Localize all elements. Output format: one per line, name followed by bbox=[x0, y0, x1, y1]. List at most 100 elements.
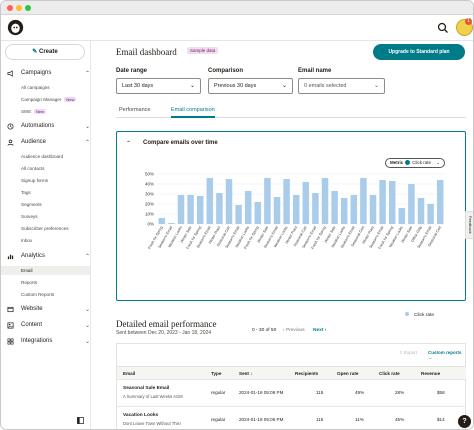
bar bbox=[417, 198, 425, 224]
export-label: Export bbox=[404, 350, 418, 355]
analytics-icon bbox=[7, 254, 14, 260]
sidebar-item-all-campaigns[interactable]: All campaigns bbox=[21, 85, 50, 90]
bar bbox=[436, 180, 444, 224]
export-button[interactable]: ⇪ Export bbox=[399, 350, 418, 355]
upgrade-button[interactable]: Upgrade to Standard plan bbox=[373, 44, 465, 60]
column-header-type[interactable]: Type bbox=[211, 371, 222, 376]
bar bbox=[350, 195, 358, 224]
date-range-value: Last 30 days bbox=[122, 83, 154, 89]
sidebar-item-campaign-manager[interactable]: Campaign Manager New bbox=[21, 97, 77, 102]
feedback-tab[interactable]: Feedback bbox=[465, 211, 473, 239]
column-header-open-rate[interactable]: Open rate bbox=[337, 371, 359, 376]
metric-select[interactable]: Metric Click rate ⌄ bbox=[385, 158, 445, 168]
column-header-revenue[interactable]: Revenue bbox=[421, 371, 441, 376]
next-page-button[interactable]: Next › bbox=[313, 328, 327, 333]
date-range-label: Date range bbox=[116, 68, 148, 74]
bar bbox=[158, 218, 166, 224]
email-type: regular bbox=[211, 390, 226, 395]
automation-icon bbox=[7, 123, 14, 130]
y-tick-label: 50% bbox=[145, 172, 154, 177]
sidebar-item-email[interactable]: Email bbox=[1, 266, 90, 275]
tab-email-comparison[interactable]: Email comparison bbox=[171, 107, 215, 118]
chevron-down-icon: ⌄ bbox=[373, 83, 379, 89]
previous-page-button[interactable]: ‹ Previous bbox=[283, 328, 305, 333]
column-header-email[interactable]: Email bbox=[123, 371, 136, 376]
help-button[interactable]: ? bbox=[458, 415, 471, 428]
sidebar-section-label: Campaigns bbox=[21, 70, 52, 76]
sidebar-item-all-contacts[interactable]: All contacts bbox=[21, 166, 45, 171]
chevron-down-icon: ⌄ bbox=[436, 160, 440, 165]
search-icon[interactable] bbox=[436, 21, 450, 35]
bar bbox=[369, 195, 377, 224]
table-header: Email Type Sent ↓ Recipients Open rate C… bbox=[117, 366, 466, 380]
create-button-label: Create bbox=[39, 49, 58, 55]
next-label: Next bbox=[313, 328, 324, 333]
sidebar-item-segments[interactable]: Segments bbox=[21, 202, 42, 207]
sidebar-item-subscriber-preferences[interactable]: Subscriber preferences bbox=[21, 226, 69, 231]
integrations-icon bbox=[7, 338, 14, 345]
new-badge: New bbox=[64, 97, 77, 102]
email-name[interactable]: Seasonal Sale Email bbox=[123, 386, 170, 391]
sidebar-section-label: Content bbox=[21, 322, 43, 328]
email-name[interactable]: Vacation Looks bbox=[123, 413, 159, 418]
column-header-sent[interactable]: Sent ↓ bbox=[239, 371, 253, 376]
sidebar: ✎ Create Campaigns ⌃ All campaigns Campa… bbox=[1, 41, 91, 429]
sidebar-item-tags[interactable]: Tags bbox=[21, 190, 31, 195]
close-window-button[interactable] bbox=[7, 5, 13, 11]
chevron-up-icon[interactable]: ⌃ bbox=[126, 141, 132, 147]
email-recipients: 115 bbox=[316, 390, 324, 395]
sidebar-item-custom-reports[interactable]: Custom Reports bbox=[21, 292, 55, 297]
comparison-value: Previous 30 days bbox=[214, 83, 257, 89]
sidebar-item-surveys[interactable]: Surveys bbox=[21, 214, 38, 219]
bar bbox=[244, 191, 252, 224]
column-header-click-rate[interactable]: Click rate bbox=[379, 371, 400, 376]
tab-performance[interactable]: Performance bbox=[119, 107, 151, 113]
bar bbox=[187, 195, 194, 224]
bar bbox=[340, 198, 348, 224]
sidebar-section-label: Website bbox=[21, 306, 43, 312]
maximize-window-button[interactable] bbox=[25, 5, 31, 11]
sidebar-item-reports[interactable]: Reports bbox=[21, 280, 38, 285]
minimize-window-button[interactable] bbox=[16, 5, 22, 11]
y-tick-label: 10% bbox=[145, 212, 154, 217]
previous-label: Previous bbox=[285, 328, 305, 333]
sidebar-item-signup-forms[interactable]: Signup forms bbox=[21, 178, 49, 183]
chevron-down-icon: ⌄ bbox=[85, 124, 91, 130]
detailed-performance-subtitle: Sent between Dec 20, 2023 - Jan 18, 2024 bbox=[116, 330, 212, 336]
bar bbox=[264, 178, 271, 224]
chevron-up-icon: ⌃ bbox=[85, 140, 91, 146]
sidebar-item-sms[interactable]: SMS New bbox=[21, 109, 46, 114]
sidebar-section-label: Automations bbox=[21, 123, 55, 129]
sidebar-item-inbox[interactable]: Inbox bbox=[21, 238, 33, 243]
comparison-select[interactable]: Previous 30 days ⌄ bbox=[208, 78, 293, 94]
bar bbox=[273, 197, 281, 224]
mailchimp-logo-icon[interactable] bbox=[7, 19, 24, 36]
collapse-sidebar-icon[interactable] bbox=[77, 417, 84, 424]
bar bbox=[408, 184, 415, 224]
email-name-select[interactable]: 0 emails selected ⌄ bbox=[298, 78, 385, 94]
sidebar-section-label: Integrations bbox=[21, 338, 53, 344]
chevron-down-icon: ⌄ bbox=[281, 83, 287, 89]
email-performance-table: ⇪ Export Custom reports → Email Type Sen… bbox=[116, 343, 466, 429]
sample-data-badge: Sample data bbox=[187, 47, 219, 54]
date-range-select[interactable]: Last 30 days ⌄ bbox=[116, 78, 201, 94]
column-header-recipients[interactable]: Recipients bbox=[295, 371, 319, 376]
table-row[interactable]: Seasonal Sale Email A Summary of Last We… bbox=[117, 381, 466, 407]
pager-range: 0 - 30 of 50 bbox=[252, 328, 277, 333]
email-recipients: 115 bbox=[316, 417, 324, 422]
sidebar-item-audience-dashboard[interactable]: Audience dashboard bbox=[21, 154, 64, 159]
bar bbox=[398, 208, 406, 224]
y-tick-label: 30% bbox=[145, 192, 154, 197]
bar bbox=[360, 178, 367, 224]
email-revenue: $14 bbox=[437, 417, 445, 422]
sidebar-item-label: SMS bbox=[21, 109, 31, 114]
email-click-rate: 28% bbox=[395, 390, 405, 395]
custom-reports-link[interactable]: Custom reports → bbox=[428, 350, 462, 360]
bar bbox=[331, 191, 338, 224]
chevron-up-icon: ⌃ bbox=[85, 71, 91, 77]
window-titlebar bbox=[1, 1, 473, 15]
create-button[interactable]: ✎ Create bbox=[5, 44, 85, 60]
table-row[interactable]: Vacation Looks Dont Leave Town Without T… bbox=[117, 408, 466, 429]
email-sent: 2024-01-18 05:06 PM bbox=[239, 417, 284, 422]
